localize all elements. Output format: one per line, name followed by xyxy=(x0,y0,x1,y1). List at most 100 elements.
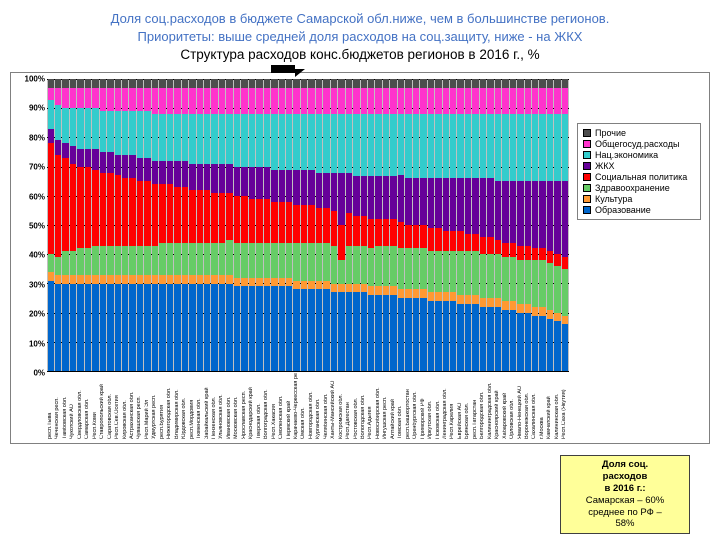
bar-segment-kultura xyxy=(55,275,61,284)
bar-segment-obrazovanie xyxy=(129,284,135,372)
bar-segment-obrazovanie xyxy=(286,286,292,371)
bar-segment-nacekon xyxy=(204,114,210,164)
bar-segment-zhkh xyxy=(472,178,478,233)
bar-segment-obrazovanie xyxy=(204,284,210,372)
bar-segment-obshgos xyxy=(353,88,359,114)
bar xyxy=(398,79,404,371)
y-tick-label: 20% xyxy=(15,310,45,319)
bar-segment-socpol xyxy=(122,178,128,245)
bar-segment-zdrav xyxy=(495,254,501,298)
legend-label: Общегосуд.расходы xyxy=(595,139,679,149)
bar-segment-zhkh xyxy=(249,167,255,199)
bar-segment-socpol xyxy=(346,213,352,245)
bar-segment-kultura xyxy=(517,304,523,313)
bar-segment-kultura xyxy=(129,275,135,284)
bar-segment-zhkh xyxy=(338,173,344,226)
bar-segment-zhkh xyxy=(219,164,225,193)
bar-segment-prochie xyxy=(405,79,411,88)
bar xyxy=(331,79,337,371)
bar-segment-prochie xyxy=(279,79,285,88)
bar-segment-obshgos xyxy=(450,88,456,114)
bar-segment-nacekon xyxy=(390,114,396,175)
bar-segment-zdrav xyxy=(383,246,389,287)
bar-segment-obshgos xyxy=(279,88,285,114)
bar-segment-zdrav xyxy=(92,246,98,275)
bar-segment-zdrav xyxy=(554,266,560,313)
bar-segment-zhkh xyxy=(271,170,277,202)
bar-segment-obshgos xyxy=(249,88,255,114)
bar-segment-nacekon xyxy=(405,114,411,178)
x-tick-label: Ингушская респ. xyxy=(382,373,389,439)
bar-segment-nacekon xyxy=(85,108,91,149)
bar-segment-nacekon xyxy=(502,114,508,181)
bar-segment-obrazovanie xyxy=(115,284,121,372)
bar-segment-kultura xyxy=(249,278,255,287)
bar-segment-obshgos xyxy=(55,88,61,106)
bar-segment-obshgos xyxy=(346,88,352,114)
bar-segment-zhkh xyxy=(159,161,165,184)
bar-segment-obrazovanie xyxy=(435,301,441,371)
bar xyxy=(92,79,98,371)
bar-segment-obrazovanie xyxy=(122,284,128,372)
bar-segment-socpol xyxy=(495,240,501,255)
bar-segment-kultura xyxy=(152,275,158,284)
bar-segment-obshgos xyxy=(562,88,568,114)
bar-segment-obrazovanie xyxy=(480,307,486,371)
bar-segment-obrazovanie xyxy=(241,286,247,371)
bar-segment-zdrav xyxy=(174,243,180,275)
bar-segment-nacekon xyxy=(271,114,277,169)
bar-segment-zdrav xyxy=(390,246,396,287)
bar-segment-prochie xyxy=(167,79,173,88)
bar xyxy=(510,79,516,371)
bar-segment-zhkh xyxy=(152,161,158,184)
bar-segment-prochie xyxy=(383,79,389,88)
bar xyxy=(182,79,188,371)
bar-segment-socpol xyxy=(286,202,292,243)
bar-segment-nacekon xyxy=(562,114,568,181)
bar-segment-kultura xyxy=(480,298,486,307)
bar xyxy=(159,79,165,371)
bar-segment-nacekon xyxy=(338,114,344,172)
bar-segment-obshgos xyxy=(532,88,538,114)
x-tick-label: Юрдовская обл. xyxy=(181,373,188,439)
bar-segment-obshgos xyxy=(517,88,523,114)
bar-segment-kultura xyxy=(338,284,344,293)
bar-segment-obshgos xyxy=(323,88,329,114)
bar-segment-zdrav xyxy=(405,248,411,289)
bar-segment-kultura xyxy=(539,307,545,316)
bar-segment-obrazovanie xyxy=(413,298,419,371)
bar-segment-obshgos xyxy=(398,88,404,114)
bar-segment-zdrav xyxy=(122,246,128,275)
bar-segment-nacekon xyxy=(122,111,128,155)
bar-segment-socpol xyxy=(204,190,210,243)
bar-segment-obrazovanie xyxy=(159,284,165,372)
bar xyxy=(517,79,523,371)
bar xyxy=(532,79,538,371)
bar-segment-kultura xyxy=(472,295,478,304)
bar-segment-kultura xyxy=(241,278,247,287)
bar-segment-prochie xyxy=(219,79,225,88)
x-tick-label: Респ.Дагестан xyxy=(345,373,352,439)
callout-line: в 2016 г.: xyxy=(565,483,685,495)
bar-segment-prochie xyxy=(547,79,553,88)
bar-segment-zhkh xyxy=(107,152,113,172)
x-tick-label: Респ.Адыгея xyxy=(367,373,374,439)
x-tick-label: Костромская обл. xyxy=(338,373,345,439)
bar-segment-obrazovanie xyxy=(144,284,150,372)
bar xyxy=(428,79,434,371)
bar-segment-nacekon xyxy=(413,114,419,178)
bar-segment-obshgos xyxy=(211,88,217,114)
bar-segment-kultura xyxy=(435,292,441,301)
bar-segment-zdrav xyxy=(502,257,508,301)
bar-segment-zhkh xyxy=(293,170,299,205)
bar-segment-obrazovanie xyxy=(510,310,516,371)
bar-segment-socpol xyxy=(428,228,434,251)
bar-segment-socpol xyxy=(361,216,367,245)
bar-segment-obrazovanie xyxy=(249,286,255,371)
bar-segment-zhkh xyxy=(390,176,396,220)
bar-segment-obshgos xyxy=(487,88,493,114)
y-tick-label: 40% xyxy=(15,251,45,260)
bar-segment-zdrav xyxy=(115,246,121,275)
bar-segment-prochie xyxy=(465,79,471,88)
bar-segment-socpol xyxy=(443,231,449,251)
